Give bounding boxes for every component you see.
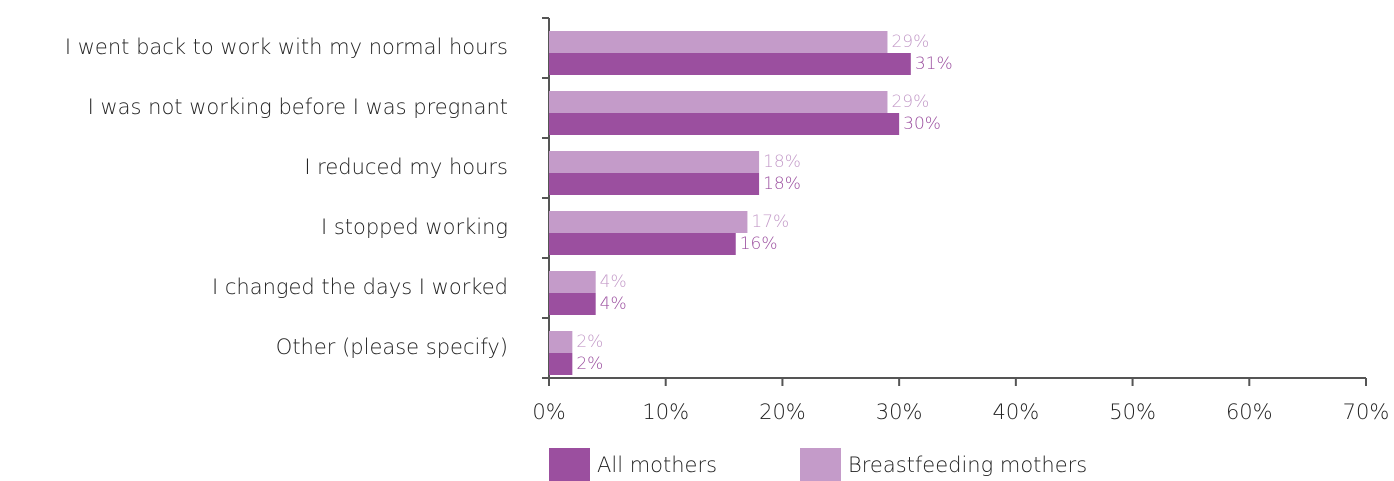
x-tick-label: 50% <box>1109 400 1156 424</box>
x-tick-label: 10% <box>642 400 689 424</box>
data-label: 17% <box>751 212 789 232</box>
category-label: I changed the days I worked <box>212 275 508 299</box>
legend-swatch <box>549 448 590 481</box>
legend-label: All mothers <box>597 453 717 477</box>
data-label: 18% <box>763 152 801 172</box>
x-tick-label: 70% <box>1343 400 1390 424</box>
category-label: I stopped working <box>321 215 508 239</box>
data-label: 2% <box>576 354 603 374</box>
legend-label: Breastfeeding mothers <box>848 453 1087 477</box>
category-label: I went back to work with my normal hours <box>65 35 508 59</box>
legend-swatch <box>800 448 841 481</box>
data-label: 30% <box>903 114 941 134</box>
bar <box>549 53 911 75</box>
bar <box>549 173 760 195</box>
category-label: I was not working before I was pregnant <box>88 95 508 119</box>
category-label: I reduced my hours <box>304 155 508 179</box>
bar <box>549 293 596 315</box>
data-label: 16% <box>740 234 778 254</box>
data-label: 29% <box>891 92 929 112</box>
data-label: 2% <box>576 332 603 352</box>
x-tick-label: 60% <box>1226 400 1273 424</box>
data-label: 4% <box>600 272 627 292</box>
x-tick-label: 0% <box>532 400 565 424</box>
bar <box>549 271 596 293</box>
bar <box>549 91 888 113</box>
bar <box>549 353 573 375</box>
bar <box>549 31 888 53</box>
x-tick-label: 40% <box>993 400 1040 424</box>
bar <box>549 233 736 255</box>
bar <box>549 331 573 353</box>
x-tick-label: 20% <box>759 400 806 424</box>
category-label: Other (please specify) <box>276 335 508 359</box>
data-label: 4% <box>600 294 627 314</box>
data-label: 29% <box>891 32 929 52</box>
bar <box>549 151 760 173</box>
bar <box>549 211 748 233</box>
bar <box>549 113 900 135</box>
data-label: 18% <box>763 174 801 194</box>
x-tick-label: 30% <box>876 400 923 424</box>
data-label: 31% <box>915 54 953 74</box>
